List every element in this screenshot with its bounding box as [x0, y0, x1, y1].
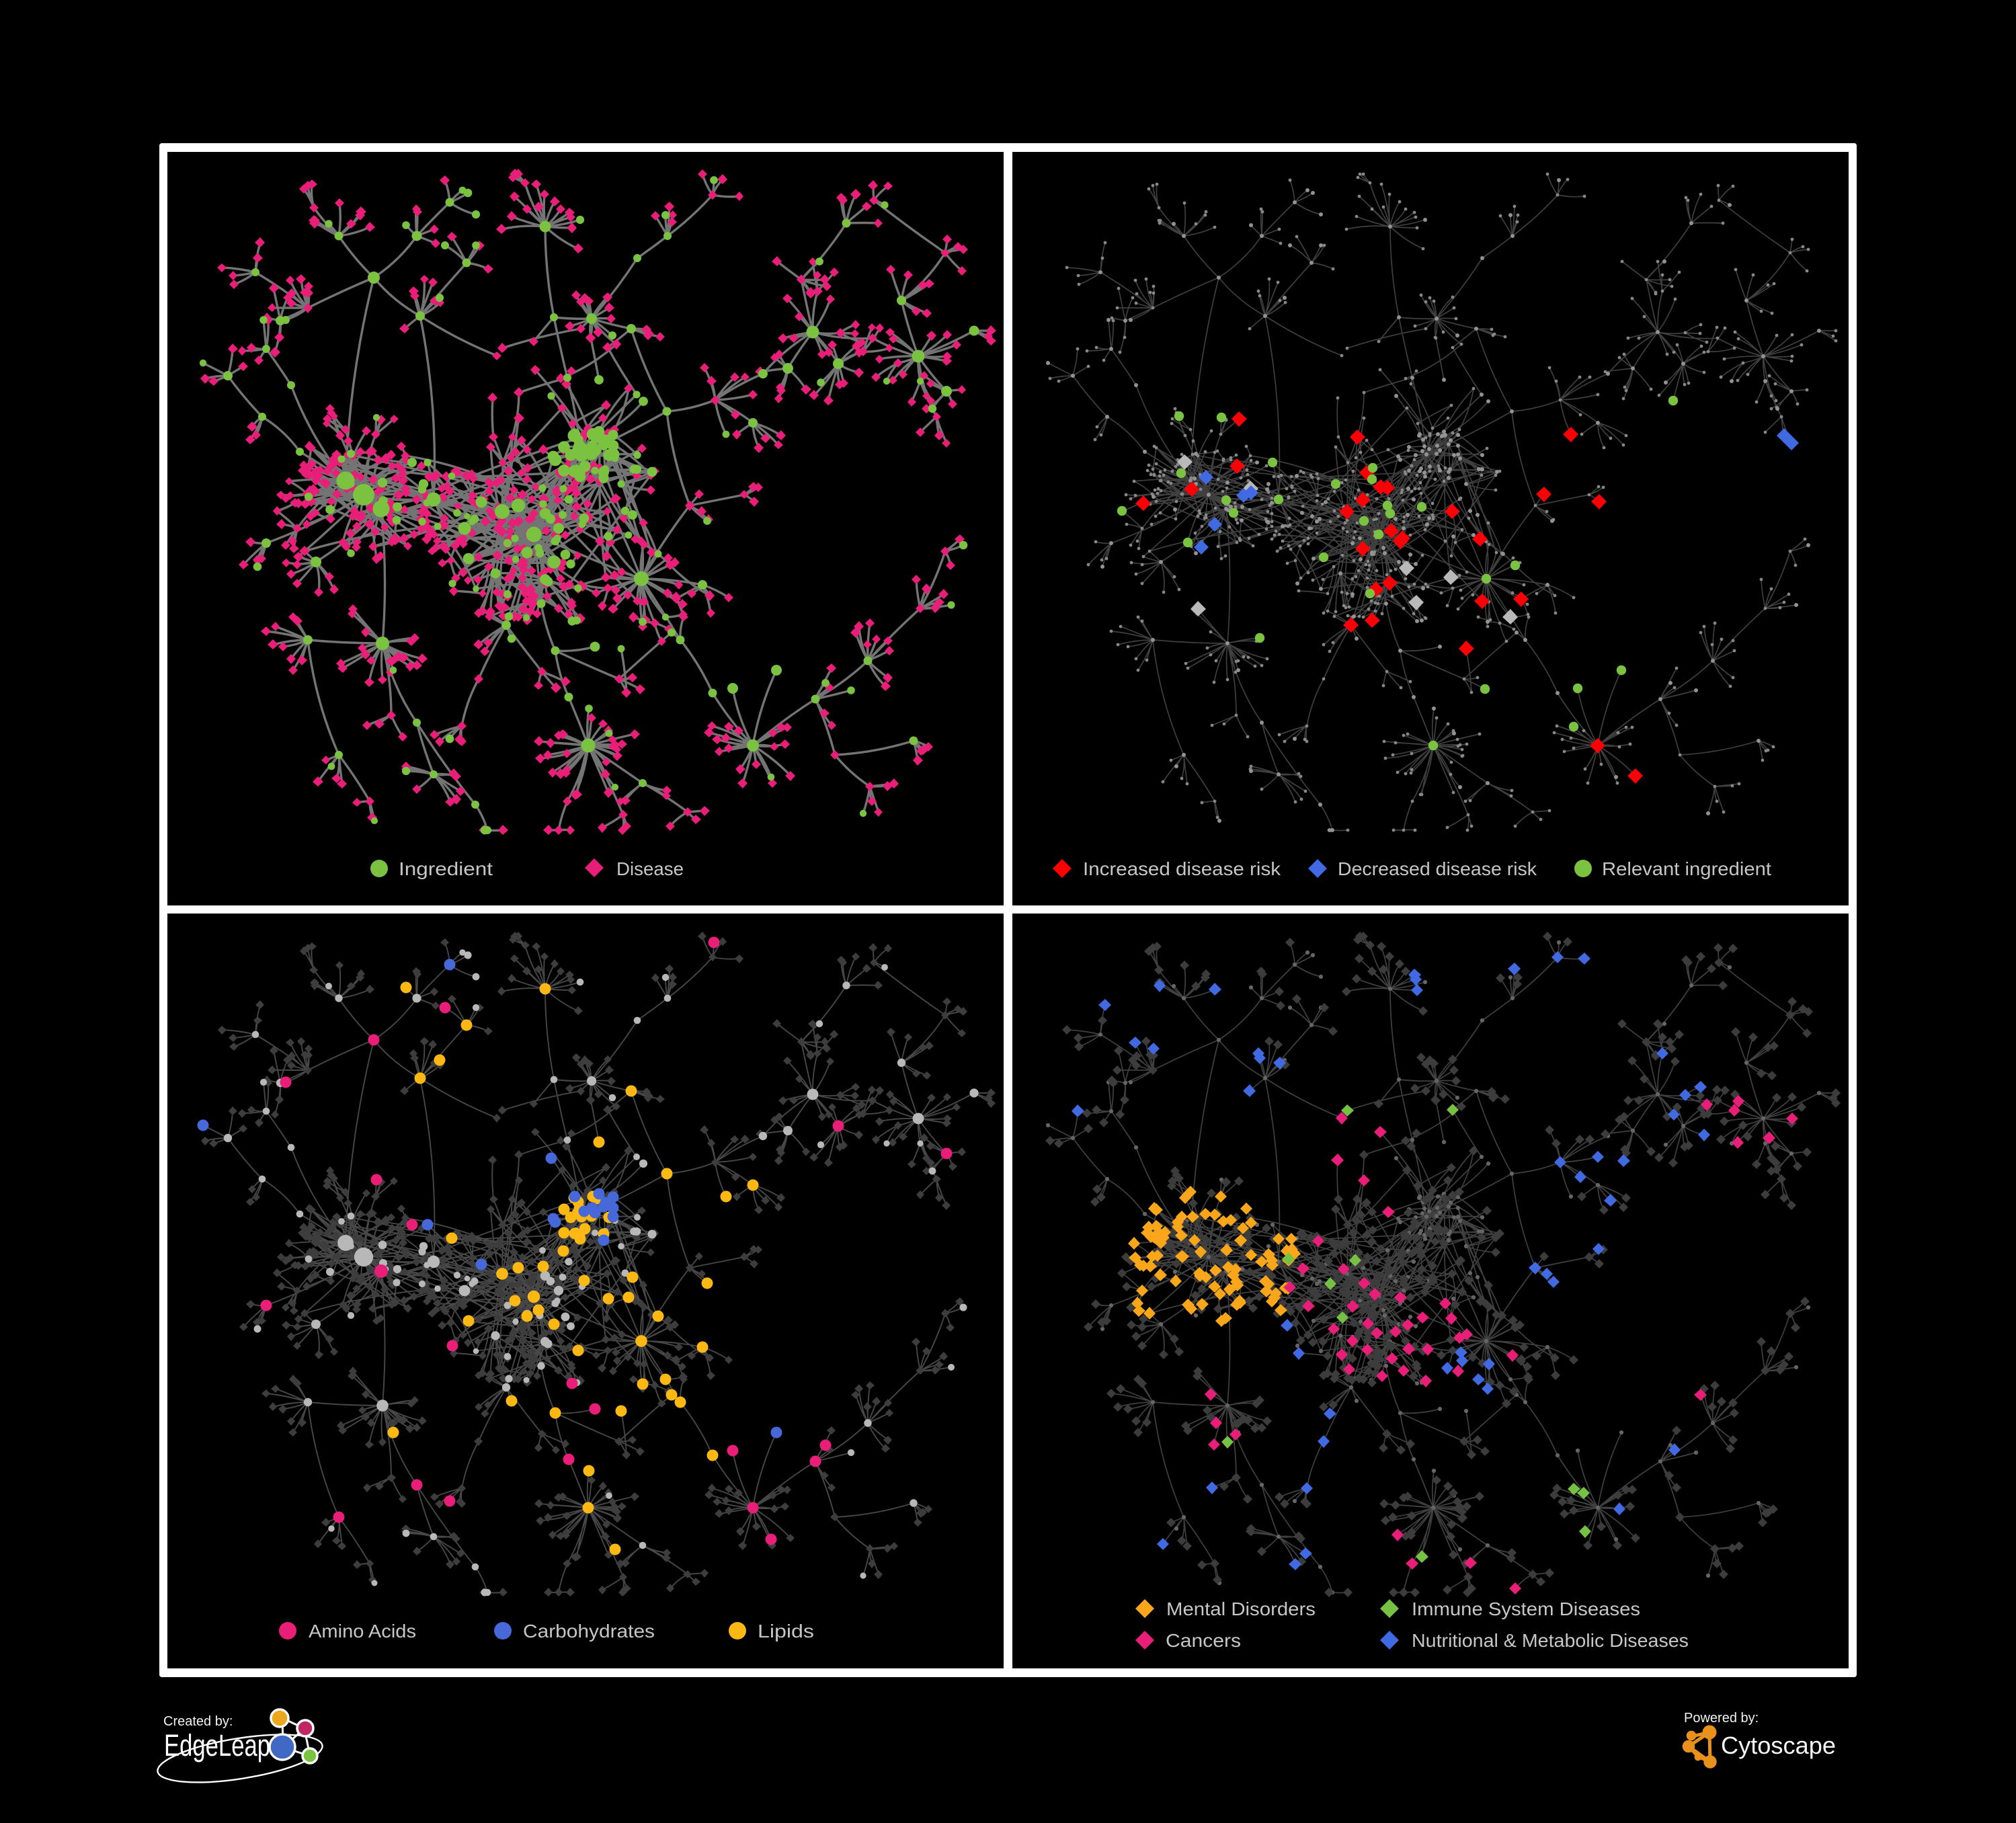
svg-text:Powered by:: Powered by: [1684, 1711, 1759, 1726]
svg-text:Immune System Diseases: Immune System Diseases [1412, 1598, 1640, 1619]
svg-text:Increased disease risk: Increased disease risk [1083, 858, 1281, 879]
svg-text:Nutritional & Metabolic Diseas: Nutritional & Metabolic Diseases [1412, 1630, 1689, 1651]
svg-text:Carbohydrates: Carbohydrates [523, 1621, 655, 1642]
svg-text:EdgeLeap: EdgeLeap [164, 1728, 270, 1763]
svg-text:Ingredient: Ingredient [399, 858, 493, 879]
svg-text:Cancers: Cancers [1166, 1630, 1241, 1651]
svg-text:Cytoscape: Cytoscape [1721, 1732, 1836, 1759]
svg-text:Mental Disorders: Mental Disorders [1166, 1598, 1316, 1619]
svg-text:Relevant ingredient: Relevant ingredient [1602, 858, 1771, 879]
svg-text:Decreased disease risk: Decreased disease risk [1338, 858, 1537, 879]
svg-text:Created by:: Created by: [163, 1714, 233, 1729]
svg-text:Amino Acids: Amino Acids [309, 1621, 416, 1642]
svg-text:Disease: Disease [616, 858, 684, 879]
svg-text:Lipids: Lipids [758, 1621, 814, 1642]
